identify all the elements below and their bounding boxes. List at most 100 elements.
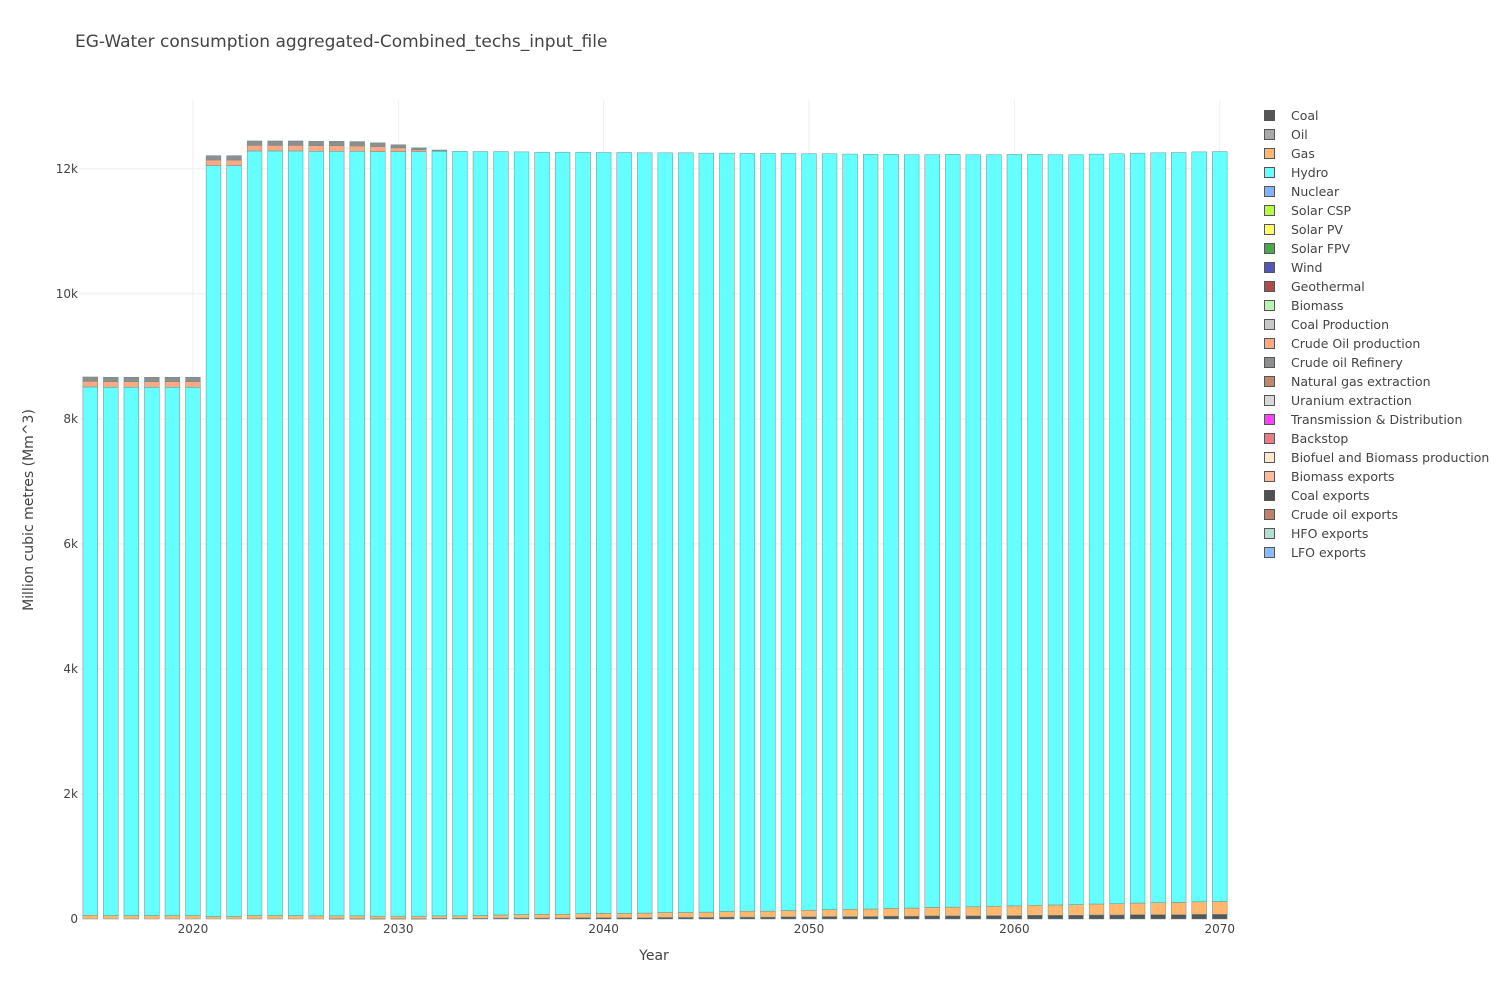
bar-segment[interactable]: [760, 153, 776, 912]
bar-segment[interactable]: [739, 910, 756, 918]
bar-segment[interactable]: [1006, 915, 1023, 920]
bar-segment[interactable]: [164, 915, 181, 920]
bar-segment[interactable]: [1109, 903, 1125, 916]
legend-item[interactable]: Natural gas extraction: [1264, 372, 1489, 391]
bar-segment[interactable]: [1068, 154, 1084, 905]
legend-item[interactable]: Coal: [1264, 106, 1489, 125]
legend-item[interactable]: Solar CSP: [1264, 201, 1489, 220]
bar-segment[interactable]: [205, 165, 222, 917]
legend-item[interactable]: Crude Oil production: [1264, 334, 1489, 353]
bar-segment[interactable]: [329, 151, 345, 917]
bar-segment[interactable]: [493, 914, 509, 919]
legend-item[interactable]: Crude oil Refinery: [1264, 353, 1489, 372]
bar-segment[interactable]: [1088, 903, 1105, 916]
bar-segment[interactable]: [246, 140, 263, 146]
bar-segment[interactable]: [575, 913, 591, 919]
bar-segment[interactable]: [637, 912, 653, 918]
bar-segment[interactable]: [164, 381, 181, 388]
bar-segment[interactable]: [534, 151, 550, 915]
bar-segment[interactable]: [370, 142, 386, 147]
bar-segment[interactable]: [1150, 152, 1166, 903]
bar-segment[interactable]: [883, 908, 899, 917]
bar-segment[interactable]: [657, 912, 673, 918]
bar-segment[interactable]: [185, 381, 201, 388]
legend-item[interactable]: Nuclear: [1264, 182, 1489, 201]
bar-segment[interactable]: [144, 377, 160, 382]
bar-segment[interactable]: [1006, 154, 1023, 907]
bar-segment[interactable]: [370, 915, 386, 919]
legend-item[interactable]: Solar PV: [1264, 220, 1489, 239]
bar-segment[interactable]: [1129, 902, 1146, 915]
bar-segment[interactable]: [637, 152, 653, 914]
bar-segment[interactable]: [1027, 905, 1043, 916]
bar-segment[interactable]: [226, 916, 242, 920]
legend-item[interactable]: Hydro: [1264, 163, 1489, 182]
bar-segment[interactable]: [945, 154, 961, 908]
bar-segment[interactable]: [164, 387, 181, 916]
bar-segment[interactable]: [1068, 915, 1084, 920]
bar-segment[interactable]: [390, 144, 406, 149]
bar-segment[interactable]: [308, 151, 324, 917]
bar-segment[interactable]: [821, 153, 838, 910]
legend-item[interactable]: Biomass exports: [1264, 467, 1489, 486]
legend-item[interactable]: Biomass: [1264, 296, 1489, 315]
bar-segment[interactable]: [472, 151, 489, 916]
bar-segment[interactable]: [164, 377, 181, 382]
bar-segment[interactable]: [1212, 901, 1228, 915]
legend-item[interactable]: Coal exports: [1264, 486, 1489, 505]
bar-segment[interactable]: [103, 387, 119, 916]
bar-segment[interactable]: [596, 913, 612, 918]
bar-segment[interactable]: [123, 381, 139, 388]
bar-segment[interactable]: [616, 913, 632, 918]
bar-segment[interactable]: [986, 915, 1002, 920]
bar-segment[interactable]: [267, 150, 283, 916]
bar-segment[interactable]: [103, 915, 119, 920]
bar-segment[interactable]: [678, 912, 694, 918]
bar-segment[interactable]: [986, 154, 1002, 907]
bar-segment[interactable]: [205, 159, 222, 166]
legend-item[interactable]: Crude oil exports: [1264, 505, 1489, 524]
bar-segment[interactable]: [760, 916, 776, 920]
bar-segment[interactable]: [226, 155, 242, 161]
bar-segment[interactable]: [1006, 905, 1023, 916]
legend-item[interactable]: Geothermal: [1264, 277, 1489, 296]
bar-segment[interactable]: [82, 376, 98, 382]
bar-segment[interactable]: [965, 906, 981, 917]
bar-segment[interactable]: [1212, 914, 1228, 920]
bar-segment[interactable]: [287, 150, 304, 916]
bar-segment[interactable]: [862, 154, 879, 910]
bar-segment[interactable]: [801, 916, 817, 920]
legend-item[interactable]: HFO exports: [1264, 524, 1489, 543]
bar-segment[interactable]: [431, 149, 448, 152]
bar-segment[interactable]: [452, 915, 468, 919]
bar-segment[interactable]: [472, 915, 489, 919]
bar-segment[interactable]: [780, 153, 797, 911]
bar-segment[interactable]: [842, 153, 858, 910]
bar-segment[interactable]: [329, 145, 345, 152]
bar-segment[interactable]: [287, 915, 304, 920]
bar-segment[interactable]: [82, 386, 98, 916]
bar-segment[interactable]: [411, 915, 427, 919]
bar-segment[interactable]: [780, 916, 797, 920]
legend-item[interactable]: LFO exports: [1264, 543, 1489, 562]
bar-segment[interactable]: [1109, 914, 1125, 920]
bar-segment[interactable]: [123, 377, 139, 382]
bar-segment[interactable]: [493, 151, 509, 916]
bar-segment[interactable]: [123, 915, 139, 920]
bar-segment[interactable]: [842, 909, 858, 917]
bar-segment[interactable]: [287, 145, 304, 152]
bar-segment[interactable]: [246, 145, 263, 152]
bar-segment[interactable]: [945, 915, 961, 920]
bar-segment[interactable]: [924, 154, 940, 908]
bar-segment[interactable]: [308, 915, 324, 920]
bar-segment[interactable]: [287, 140, 304, 146]
legend-item[interactable]: Oil: [1264, 125, 1489, 144]
bar-segment[interactable]: [431, 151, 448, 917]
bar-segment[interactable]: [226, 159, 242, 166]
bar-segment[interactable]: [904, 154, 920, 909]
bar-segment[interactable]: [534, 914, 550, 919]
bar-segment[interactable]: [554, 914, 571, 919]
bar-segment[interactable]: [185, 387, 201, 916]
bar-segment[interactable]: [390, 147, 406, 152]
legend-item[interactable]: Gas: [1264, 144, 1489, 163]
